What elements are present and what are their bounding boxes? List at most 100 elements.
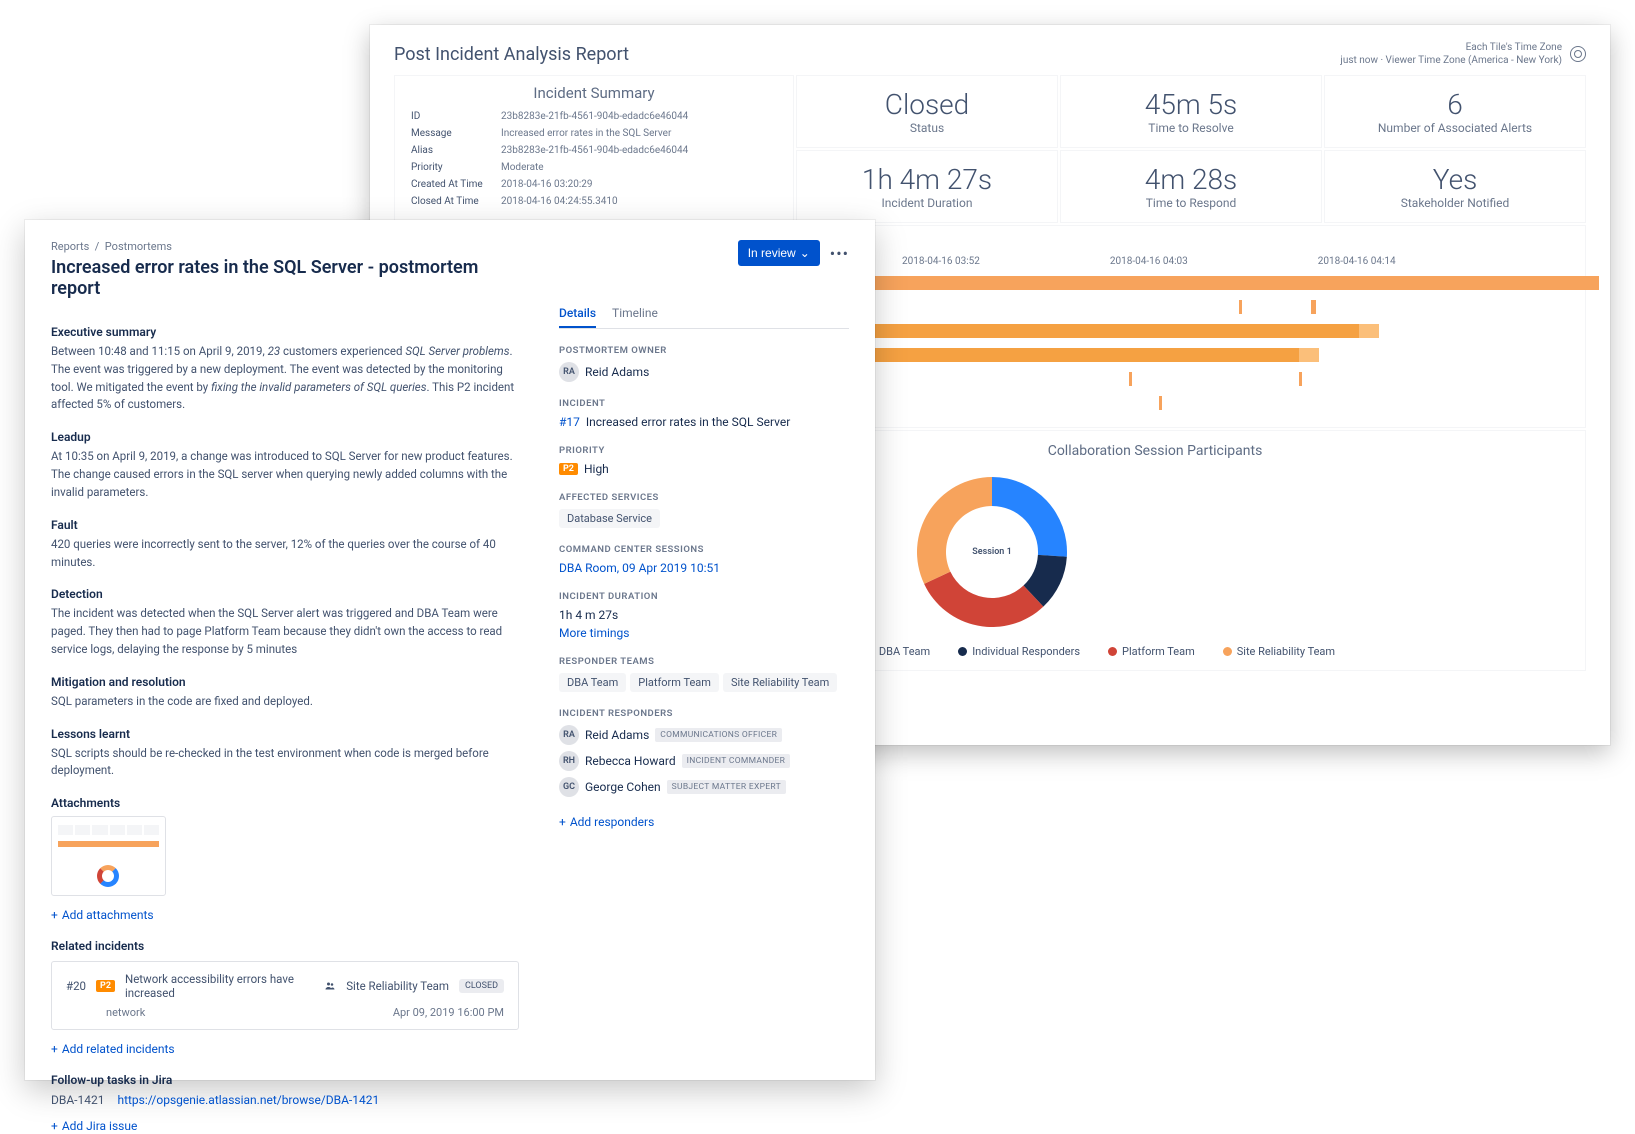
related-status: CLOSED xyxy=(459,979,504,993)
chevron-down-icon: ⌄ xyxy=(800,246,810,260)
more-timings-link[interactable]: More timings xyxy=(559,626,849,640)
tab-details[interactable]: Details xyxy=(559,306,596,328)
affected-chip[interactable]: Database Service xyxy=(559,509,660,528)
owner-avatar: RA xyxy=(559,362,579,382)
mitigation-h: Mitigation and resolution xyxy=(51,675,519,689)
responder-role: SUBJECT MATTER EXPERT xyxy=(667,780,786,794)
owner-pill: RA Reid Adams xyxy=(559,362,649,382)
metric-value: 45m 5s xyxy=(1145,88,1237,121)
summary-row: Closed At Time2018-04-16 04:24:55.3410 xyxy=(411,193,777,210)
legend-swatch xyxy=(958,647,967,656)
donut-center-label: Session 1 xyxy=(962,522,1022,582)
crumb-postmortems[interactable]: Postmortems xyxy=(105,240,172,253)
summary-heading: Incident Summary xyxy=(411,84,777,102)
responder-row: RH Rebecca Howard INCIDENT COMMANDER xyxy=(559,751,849,771)
attachment-thumbnail[interactable] xyxy=(51,816,166,896)
related-team: Site Reliability Team xyxy=(346,979,449,993)
metric-value: 6 xyxy=(1447,88,1463,121)
p2-badge: P2 xyxy=(96,980,115,992)
exec-summary-h: Executive summary xyxy=(51,325,519,339)
metric-label: Status xyxy=(910,121,944,135)
team-icon xyxy=(324,980,336,992)
metric-tile: ClosedStatus xyxy=(796,75,1058,148)
metric-tile: 4m 28sTime to Respond xyxy=(1060,150,1322,223)
add-jira-link[interactable]: Add Jira issue xyxy=(51,1119,137,1133)
responder-row: GC George Cohen SUBJECT MATTER EXPERT xyxy=(559,777,849,797)
responder-avatar: RA xyxy=(559,725,579,745)
metric-tile: 1h 4m 27sIncident Duration xyxy=(796,150,1058,223)
responder-avatar: GC xyxy=(559,777,579,797)
metric-tile: 45m 5sTime to Resolve xyxy=(1060,75,1322,148)
lessons-h: Lessons learnt xyxy=(51,727,519,741)
legend-swatch xyxy=(1223,647,1232,656)
timeline-bar xyxy=(1311,300,1316,314)
metric-value: 1h 4m 27s xyxy=(862,163,992,196)
detection-h: Detection xyxy=(51,587,519,601)
summary-row: Created At Time2018-04-16 03:20:29 xyxy=(411,176,777,193)
leadup-p: At 10:35 on April 9, 2019, a change was … xyxy=(51,448,519,501)
exec-summary-p: Between 10:48 and 11:15 on April 9, 2019… xyxy=(51,343,519,414)
incident-summary-panel: Incident Summary ID23b8283e-21fb-4561-90… xyxy=(394,75,794,223)
metric-tile: YesStakeholder Notified xyxy=(1324,150,1586,223)
add-attachments-link[interactable]: Add attachments xyxy=(51,908,154,922)
responder-name: George Cohen xyxy=(585,780,661,794)
incident-label: INCIDENT xyxy=(559,398,849,409)
owner-name: Reid Adams xyxy=(585,365,649,379)
crumb-reports[interactable]: Reports xyxy=(51,240,89,253)
timeline-tick-label: 2018-04-16 04:14 xyxy=(1318,256,1396,267)
detection-p: The incident was detected when the SQL S… xyxy=(51,605,519,658)
priority-badge: P2 xyxy=(559,463,578,475)
priority-label: PRIORITY xyxy=(559,445,849,456)
fault-p: 420 queries were incorrectly sent to the… xyxy=(51,536,519,572)
related-title: Network accessibility errors have increa… xyxy=(125,972,314,1000)
timeline-bar xyxy=(1299,372,1302,386)
attachments-h: Attachments xyxy=(51,796,519,810)
add-related-link[interactable]: Add related incidents xyxy=(51,1042,175,1056)
gear-icon[interactable] xyxy=(1570,46,1586,62)
related-incident-card[interactable]: #20 P2 Network accessibility errors have… xyxy=(51,961,519,1030)
summary-row: MessageIncreased error rates in the SQL … xyxy=(411,125,777,142)
team-chip[interactable]: Platform Team xyxy=(630,673,719,692)
followup-h: Follow-up tasks in Jira xyxy=(51,1073,519,1087)
timeline-bar xyxy=(1129,372,1132,386)
breadcrumb: Reports / Postmortems xyxy=(51,240,519,253)
team-chip[interactable]: DBA Team xyxy=(559,673,626,692)
donut-chart: Session 1 xyxy=(907,467,1077,637)
team-chip[interactable]: Site Reliability Team xyxy=(723,673,837,692)
responder-avatar: RH xyxy=(559,751,579,771)
metric-value: Yes xyxy=(1433,163,1478,196)
more-menu-icon[interactable]: ••• xyxy=(830,244,849,263)
mitigation-p: SQL parameters in the code are fixed and… xyxy=(51,693,519,711)
jira-url-link[interactable]: https://opsgenie.atlassian.net/browse/DB… xyxy=(117,1093,379,1107)
legend-item: Individual Responders xyxy=(958,645,1080,658)
metric-label: Time to Respond xyxy=(1146,196,1237,210)
legend-item: Platform Team xyxy=(1108,645,1195,658)
in-review-button[interactable]: In review ⌄ xyxy=(738,240,820,266)
legend-item: Site Reliability Team xyxy=(1223,645,1335,658)
legend-label: Individual Responders xyxy=(972,645,1080,658)
teams-label: RESPONDER TEAMS xyxy=(559,656,849,667)
incident-link-title: Increased error rates in the SQL Server xyxy=(586,415,790,429)
postmortem-panel: Reports / Postmortems Increased error ra… xyxy=(25,220,875,1080)
related-time: Apr 09, 2019 16:00 PM xyxy=(393,1006,504,1019)
incident-num: #17 xyxy=(559,415,580,429)
responder-name: Rebecca Howard xyxy=(585,754,676,768)
add-responders-link[interactable]: Add responders xyxy=(559,815,654,829)
responder-name: Reid Adams xyxy=(585,728,649,742)
responders-label: INCIDENT RESPONDERS xyxy=(559,708,849,719)
cc-label: COMMAND CENTER SESSIONS xyxy=(559,544,849,555)
metric-label: Time to Resolve xyxy=(1148,121,1233,135)
timeline-tick-label: 2018-04-16 03:52 xyxy=(902,256,980,267)
tz-bottom: just now · Viewer Time Zone (America - N… xyxy=(1340,54,1562,67)
tab-timeline[interactable]: Timeline xyxy=(612,306,658,328)
incident-link[interactable]: #17 Increased error rates in the SQL Ser… xyxy=(559,415,849,429)
metric-value: Closed xyxy=(885,88,969,121)
related-tag: network xyxy=(106,1006,145,1019)
responder-role: INCIDENT COMMANDER xyxy=(682,754,791,768)
related-h: Related incidents xyxy=(51,939,519,953)
summary-row: ID23b8283e-21fb-4561-904b-edadc6e46044 xyxy=(411,108,777,125)
timeline-bar xyxy=(1159,396,1162,410)
sidebar-tabs: Details Timeline xyxy=(559,306,849,329)
cc-session-link[interactable]: DBA Room, 09 Apr 2019 10:51 xyxy=(559,561,849,575)
duration-label: INCIDENT DURATION xyxy=(559,591,849,602)
